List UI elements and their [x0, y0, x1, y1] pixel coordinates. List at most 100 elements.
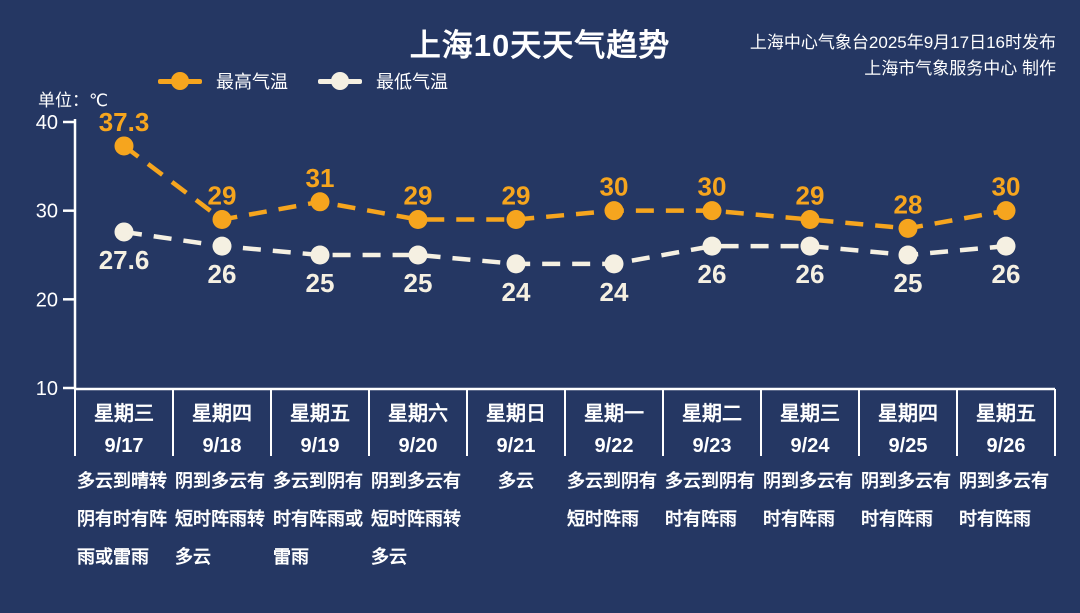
max-temp-point — [408, 210, 428, 230]
max-temp-point — [996, 201, 1016, 221]
legend-label-min-temp: 最低气温 — [376, 72, 448, 92]
y-tick-label: 40 — [36, 112, 58, 134]
y-tick-label: 20 — [36, 289, 58, 311]
min-temp-point — [996, 236, 1016, 256]
weather-cell: 多云到阴有短时阵雨 — [565, 462, 663, 576]
chart-legend: 最高气温 最低气温 — [158, 68, 448, 94]
max-temp-point — [212, 210, 232, 230]
weather-text: 阴到多云有短时阵雨转多云 — [371, 471, 461, 567]
day-cell: 星期五 9/26 — [957, 392, 1055, 458]
y-tick-label: 10 — [36, 378, 58, 400]
publisher-line-1: 上海中心气象台2025年9月17日16时发布 — [749, 33, 1056, 52]
min-temp-point — [702, 236, 722, 256]
page-title: 上海10天天气趋势 — [409, 28, 671, 63]
weather-cell: 阴到多云有短时阵雨转多云 — [173, 462, 271, 576]
max-temp-value-label: 37.3 — [99, 107, 150, 137]
weekday-label: 星期一 — [584, 402, 644, 425]
min-temp-value-label: 25 — [306, 268, 335, 298]
date-label: 9/24 — [790, 434, 830, 457]
max-temp-point — [898, 218, 918, 238]
date-label: 9/20 — [398, 434, 438, 457]
max-temp-point — [604, 201, 624, 221]
weather-description-row: 多云到晴转阴有时有阵雨或雷雨 阴到多云有短时阵雨转多云 多云到阴有时有阵雨或雷雨 阴到… — [75, 462, 1055, 576]
weather-text: 多云到阴有时有阵雨 — [665, 471, 755, 529]
min-temp-point — [506, 254, 526, 274]
max-temp-point — [506, 210, 526, 230]
day-cell: 星期三 9/24 — [761, 392, 859, 458]
max-temp-point — [800, 210, 820, 230]
unit-label: 单位：℃ — [38, 91, 109, 110]
weekday-label: 星期四 — [878, 402, 938, 425]
weekday-label: 星期四 — [192, 402, 252, 425]
day-cell: 星期日 9/21 — [467, 392, 565, 458]
min-temp-value-label: 24 — [600, 277, 629, 307]
weather-text: 多云到阴有短时阵雨 — [567, 471, 657, 529]
min-temp-value-label: 27.6 — [99, 245, 150, 275]
weather-text: 多云到阴有时有阵雨或雷雨 — [273, 471, 363, 567]
legend-label-max-temp: 最高气温 — [216, 72, 288, 92]
weekday-label: 星期二 — [682, 402, 742, 425]
weekday-label: 星期五 — [976, 402, 1036, 425]
day-date-row: 星期三 9/17 星期四 9/18 星期五 9/19 星期六 9/20 星期日 9/21 星期一 9/… — [75, 392, 1055, 458]
max-temp-point — [114, 136, 134, 156]
weather-text: 阴到多云有时有阵雨 — [959, 471, 1049, 529]
weekday-label: 星期三 — [780, 402, 840, 425]
weather-text: 阴到多云有时有阵雨 — [861, 471, 951, 529]
weather-cell: 阴到多云有时有阵雨 — [957, 462, 1055, 576]
min-temp-value-label: 25 — [894, 268, 923, 298]
weather-cell: 阴到多云有时有阵雨 — [761, 462, 859, 576]
min-temp-point — [310, 245, 330, 265]
min-temp-point — [898, 245, 918, 265]
day-cell: 星期二 9/23 — [663, 392, 761, 458]
max-temp-value-label: 28 — [894, 189, 923, 219]
min-temp-value-label: 26 — [992, 259, 1021, 289]
max-temp-value-label: 29 — [502, 181, 531, 211]
weather-cell: 阴到多云有时有阵雨 — [859, 462, 957, 576]
day-cell: 星期五 9/19 — [271, 392, 369, 458]
legend-item-max-temp: 最高气温 — [158, 68, 288, 94]
y-tick-label: 30 — [36, 201, 58, 223]
weather-cell: 阴到多云有短时阵雨转多云 — [369, 462, 467, 576]
max-temp-value-label: 30 — [992, 172, 1021, 202]
min-temp-point — [212, 236, 232, 256]
day-cell: 星期四 9/25 — [859, 392, 957, 458]
min-temp-legend-marker — [318, 72, 362, 90]
date-label: 9/17 — [104, 434, 144, 457]
min-temp-point — [800, 236, 820, 256]
max-temp-value-label: 29 — [796, 181, 825, 211]
weather-cell: 多云 — [467, 462, 565, 576]
publisher-line-2: 上海市气象服务中心 制作 — [864, 59, 1056, 78]
max-temp-value-label: 29 — [404, 181, 433, 211]
legend-item-min-temp: 最低气温 — [318, 68, 448, 94]
min-temp-point — [604, 254, 624, 274]
min-temp-value-label: 26 — [208, 259, 237, 289]
weather-text: 多云到晴转阴有时有阵雨或雷雨 — [77, 471, 167, 567]
date-label: 9/21 — [496, 434, 536, 457]
publisher-info: 上海中心气象台2025年9月17日16时发布 上海市气象服务中心 制作 — [750, 30, 1056, 82]
weather-cell: 多云到阴有时有阵雨 — [663, 462, 761, 576]
weather-cell: 多云到阴有时有阵雨或雷雨 — [271, 462, 369, 576]
min-temp-value-label: 25 — [404, 268, 433, 298]
date-label: 9/26 — [986, 434, 1026, 457]
max-temp-legend-marker — [158, 72, 202, 90]
weekday-label: 星期五 — [290, 402, 350, 425]
weekday-label: 星期三 — [94, 402, 154, 425]
max-temp-line — [122, 144, 1007, 231]
weather-text: 阴到多云有时有阵雨 — [763, 471, 853, 529]
max-temp-value-label: 29 — [208, 181, 237, 211]
weekday-label: 星期日 — [486, 402, 546, 425]
min-temp-point — [114, 222, 134, 242]
max-temp-legend-dot-icon — [171, 72, 189, 90]
min-temp-value-label: 26 — [796, 259, 825, 289]
min-temp-value-label: 24 — [502, 277, 531, 307]
min-temp-legend-dot-icon — [331, 72, 349, 90]
min-temp-line — [123, 229, 1007, 267]
max-temp-value-label: 30 — [600, 172, 629, 202]
weekday-label: 星期六 — [388, 402, 448, 425]
date-label: 9/22 — [594, 434, 634, 457]
date-label: 9/25 — [888, 434, 928, 457]
max-temp-value-label: 31 — [306, 163, 335, 193]
max-temp-point — [702, 201, 722, 221]
